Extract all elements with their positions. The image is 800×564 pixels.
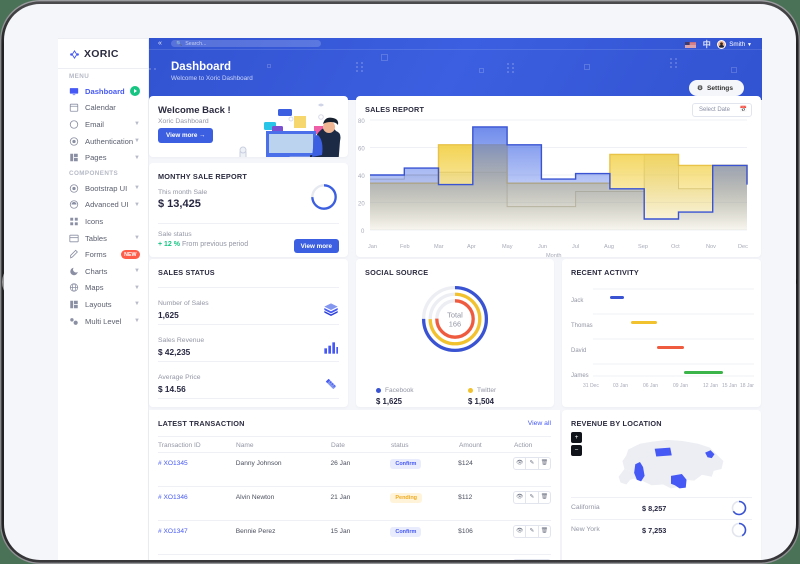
svg-text:15 Jan: 15 Jan <box>722 383 737 389</box>
svg-text:20: 20 <box>358 202 365 208</box>
svg-text:Jul: Jul <box>572 244 579 250</box>
svg-text:Nov: Nov <box>706 244 716 250</box>
svg-text:03 Jan: 03 Jan <box>613 383 628 389</box>
svg-text:Dec: Dec <box>738 244 748 250</box>
svg-text:Oct: Oct <box>671 244 680 250</box>
svg-text:Thomas: Thomas <box>571 323 593 329</box>
svg-text:Jack: Jack <box>571 298 584 304</box>
svg-text:166: 166 <box>449 319 461 328</box>
svg-text:Jan: Jan <box>368 244 377 250</box>
svg-text:0: 0 <box>361 229 365 235</box>
svg-text:60: 60 <box>358 147 365 153</box>
svg-text:18 Jan: 18 Jan <box>740 383 754 389</box>
svg-text:Aug: Aug <box>604 244 614 250</box>
svg-text:Mar: Mar <box>434 244 444 250</box>
svg-text:09 Jan: 09 Jan <box>673 383 688 389</box>
svg-text:James: James <box>571 373 589 379</box>
svg-text:Total: Total <box>447 310 463 319</box>
svg-text:David: David <box>571 348 586 354</box>
svg-text:31 Dec: 31 Dec <box>583 383 599 389</box>
svg-text:Sep: Sep <box>638 244 648 250</box>
svg-text:Apr: Apr <box>467 244 476 250</box>
svg-text:12 Jan: 12 Jan <box>703 383 718 389</box>
svg-text:Jun: Jun <box>538 244 547 250</box>
svg-text:May: May <box>502 244 513 250</box>
svg-text:40: 40 <box>358 174 365 180</box>
svg-text:Feb: Feb <box>400 244 410 250</box>
svg-text:80: 80 <box>358 119 365 125</box>
svg-text:06 Jan: 06 Jan <box>643 383 658 389</box>
